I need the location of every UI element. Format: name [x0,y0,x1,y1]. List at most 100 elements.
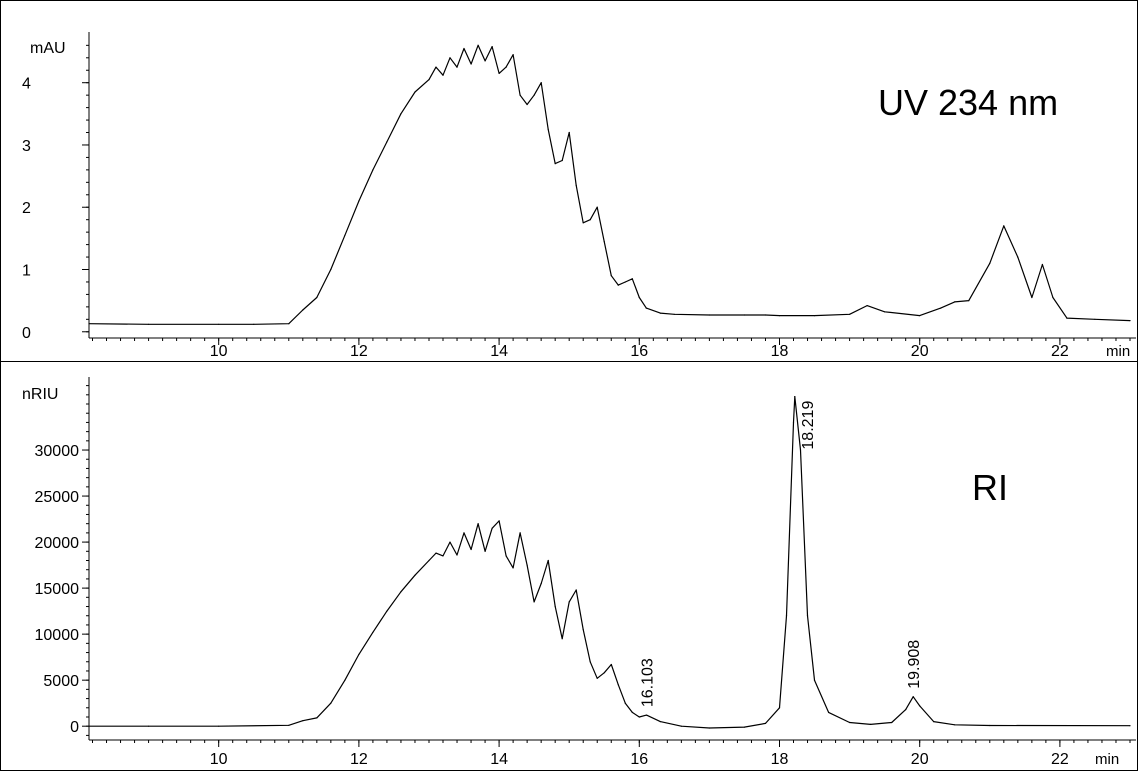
uv-x-tick-label: 16 [630,343,648,360]
uv-trace-point [358,200,360,202]
uv-trace-point [919,315,921,317]
uv-trace-point [884,311,886,313]
ri-trace-point [435,552,437,554]
ri-x-tick-label: 18 [771,751,789,768]
ri-trace-point [456,554,458,556]
uv-trace-point [414,91,416,93]
ri-y-unit-label: nRIU [22,386,58,403]
uv-trace-point [533,94,535,96]
ri-trace-point [954,724,956,726]
ri-trace-point [463,532,465,534]
uv-trace-point [491,46,493,48]
uv-trace-point [442,74,444,76]
uv-trace-point [764,314,767,316]
uv-trace-point [505,66,507,68]
uv-trace-point [477,44,479,46]
ri-trace-point [828,711,830,714]
ri-trace-point [88,725,90,727]
uv-trace-point [330,268,332,271]
ri-trace-point [919,705,921,707]
uv-trace-point [428,79,430,81]
uv-trace-point [547,128,549,130]
ri-trace-point [1129,725,1131,727]
ri-detector-label: RI [972,467,1008,508]
uv-trace-point [617,284,619,286]
ri-trace-point [568,601,570,603]
uv-trace-point [463,47,465,50]
peak-label-19.908: 19.908 [906,640,923,689]
uv-x-tick-label: 22 [1051,343,1069,360]
ri-trace-point [484,550,486,552]
ri-trace-point [316,717,318,719]
uv-trace-point [968,300,970,302]
uv-trace-point [778,315,781,317]
ri-trace-point [610,663,612,666]
uv-trace-point [449,57,451,59]
ri-y-tick-label: 25000 [35,489,80,506]
uv-trace-point [1094,318,1096,320]
ri-trace-point [589,661,591,663]
uv-trace-point [866,305,868,307]
uv-x-tick-label: 10 [210,343,228,360]
uv-trace-point [940,307,942,309]
ri-trace-point [218,725,220,727]
ri-trace-point [400,591,402,593]
ri-trace-point [470,548,472,551]
uv-trace-point [610,275,612,277]
uv-trace-point [589,219,591,221]
uv-trace-point [386,141,388,143]
ri-trace-point [512,567,514,569]
ri-trace-point [540,582,542,585]
uv-trace-point [456,66,458,68]
ri-trace-point [778,707,781,709]
bottom-panel-frame [0,361,1138,771]
uv-y-tick-label: 4 [22,76,31,93]
uv-trace-point [1003,225,1005,227]
uv-y-tick-label: 0 [22,325,31,342]
uv-trace-point [624,281,626,283]
ri-trace-point [561,638,563,640]
ri-trace-point [533,601,535,603]
ri-trace-point [624,702,626,704]
ri-x-tick-label: 10 [210,751,228,768]
ri-trace-point [912,696,914,698]
uv-trace-point [484,60,486,62]
ri-trace-point [870,723,872,726]
ri-trace-point [302,720,304,722]
uv-trace-point [1017,256,1019,258]
uv-trace-point [645,307,647,309]
uv-trace-point [148,323,150,325]
ri-trace-point [358,653,360,656]
ri-x-tick-label: 16 [630,751,648,768]
uv-trace-point [1066,317,1068,319]
uv-trace-point [813,315,816,317]
uv-trace-point [554,163,556,165]
ri-trace-point [526,564,528,566]
ri-trace-point [505,555,507,557]
ri-trace-point [148,725,150,727]
ri-trace-point [743,726,746,728]
ri-trace-point [849,721,851,724]
uv-trace-point [989,262,991,264]
uv-trace-point [526,103,528,106]
uv-trace-point [849,313,851,315]
ri-trace-point [794,396,796,398]
uv-trace-point [575,184,577,186]
top-panel-frame [0,0,1138,362]
peak-label-16.103: 16.103 [640,658,657,707]
uv-trace-point [561,159,563,162]
ri-trace-point [764,722,767,725]
ri-trace-point [288,724,290,726]
ri-trace-line [89,396,1131,729]
ri-y-tick-label: 15000 [35,581,80,598]
uv-trace-point [372,169,374,171]
ri-trace-point [603,672,605,674]
ri-x-tick-label: 22 [1051,751,1069,768]
uv-trace-point [435,66,437,68]
uv-trace-point [1041,263,1043,266]
uv-trace-point [218,323,220,325]
ri-trace-point [554,605,556,608]
ri-trace-point [477,523,479,525]
